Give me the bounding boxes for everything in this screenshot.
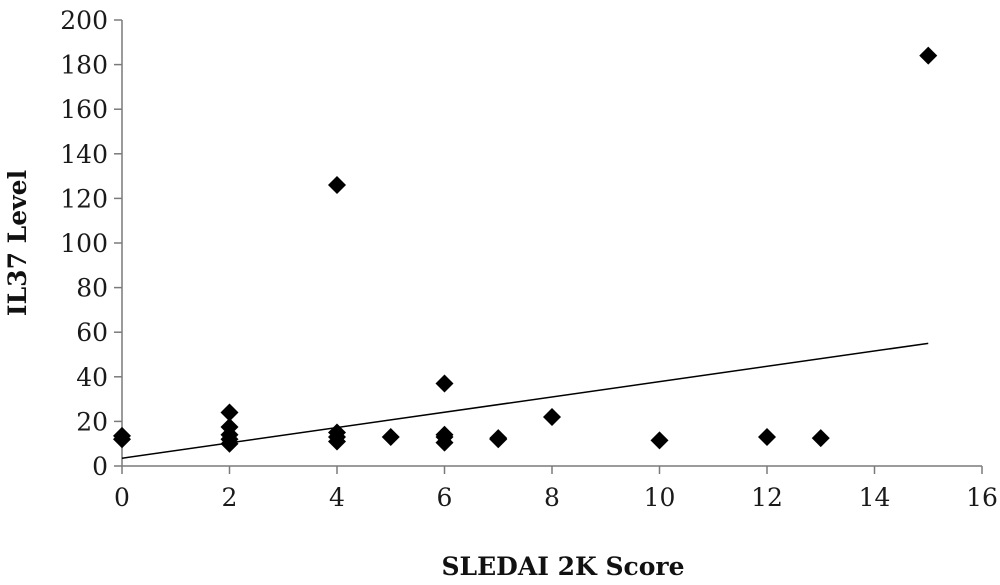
y-tick-label: 140 bbox=[60, 140, 108, 169]
data-point bbox=[220, 403, 239, 422]
x-tick-label: 8 bbox=[544, 483, 560, 512]
y-axis-title: IL37 Level bbox=[3, 170, 32, 316]
y-tick-label: 0 bbox=[92, 452, 108, 481]
data-point bbox=[381, 428, 400, 447]
data-point bbox=[758, 428, 776, 447]
data-point bbox=[328, 176, 346, 195]
data-point bbox=[543, 407, 561, 426]
data-point bbox=[113, 426, 131, 445]
y-tick-label: 120 bbox=[60, 184, 108, 213]
x-tick-label: 2 bbox=[222, 483, 238, 512]
x-tick-label: 14 bbox=[859, 483, 891, 512]
data-point bbox=[650, 431, 669, 450]
trendline-group bbox=[121, 342, 929, 459]
y-tick-label: 60 bbox=[76, 318, 108, 347]
data-point bbox=[811, 429, 830, 448]
data-point bbox=[328, 423, 346, 442]
x-tick-label: 10 bbox=[644, 483, 676, 512]
data-points bbox=[113, 46, 938, 453]
data-point bbox=[919, 46, 938, 65]
x-axis-title: SLEDAI 2K Score bbox=[441, 552, 684, 581]
x-axis: 0 2 4 6 8 10 12 14 16 bbox=[114, 465, 998, 512]
data-point bbox=[435, 425, 454, 444]
y-tick-label: 180 bbox=[60, 51, 108, 80]
y-tick-label: 40 bbox=[76, 363, 108, 392]
trendline bbox=[121, 342, 929, 459]
data-point bbox=[435, 374, 454, 393]
x-tick-label: 12 bbox=[751, 483, 783, 512]
data-point bbox=[489, 429, 508, 448]
y-axis: 0 20 40 60 80 100 120 140 160 180 200 bbox=[60, 6, 123, 481]
x-tick-label: 6 bbox=[437, 483, 453, 512]
data-point bbox=[220, 417, 239, 436]
y-tick-label: 100 bbox=[60, 229, 108, 258]
y-tick-label: 20 bbox=[76, 407, 108, 436]
y-tick-label: 160 bbox=[60, 95, 108, 124]
y-tick-label: 200 bbox=[60, 6, 108, 35]
x-tick-label: 16 bbox=[966, 483, 998, 512]
y-tick-label: 80 bbox=[76, 274, 108, 303]
x-tick-label: 0 bbox=[114, 483, 130, 512]
x-tick-label: 4 bbox=[329, 483, 345, 512]
